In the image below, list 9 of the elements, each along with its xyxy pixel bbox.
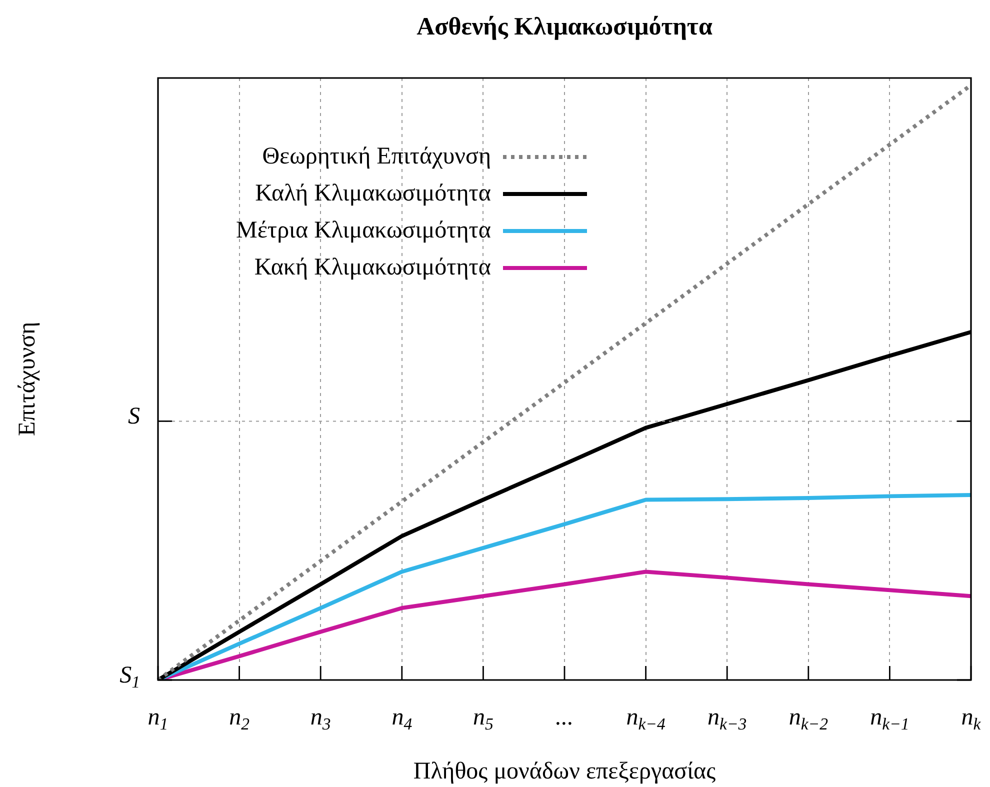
legend-label: Κακή Κλιμακωσιμότητα (254, 254, 492, 280)
ref-line-label: S (128, 404, 140, 430)
legend-label: Θεωρητική Επιτάχυνση (262, 143, 492, 170)
y-axis-title: Επιτάχυνση (14, 322, 40, 436)
legend-label: Καλή Κλιμακωσιμότητα (255, 180, 492, 206)
x-axis-title: Πλήθος μονάδων επεξεργασίας (413, 758, 716, 784)
chart-title: Ασθενής Κλιμακωσιμότητα (416, 13, 712, 40)
x-tick-label: ... (556, 704, 574, 730)
legend-label: Μέτρια Κλιμακωσιμότητα (236, 217, 492, 244)
